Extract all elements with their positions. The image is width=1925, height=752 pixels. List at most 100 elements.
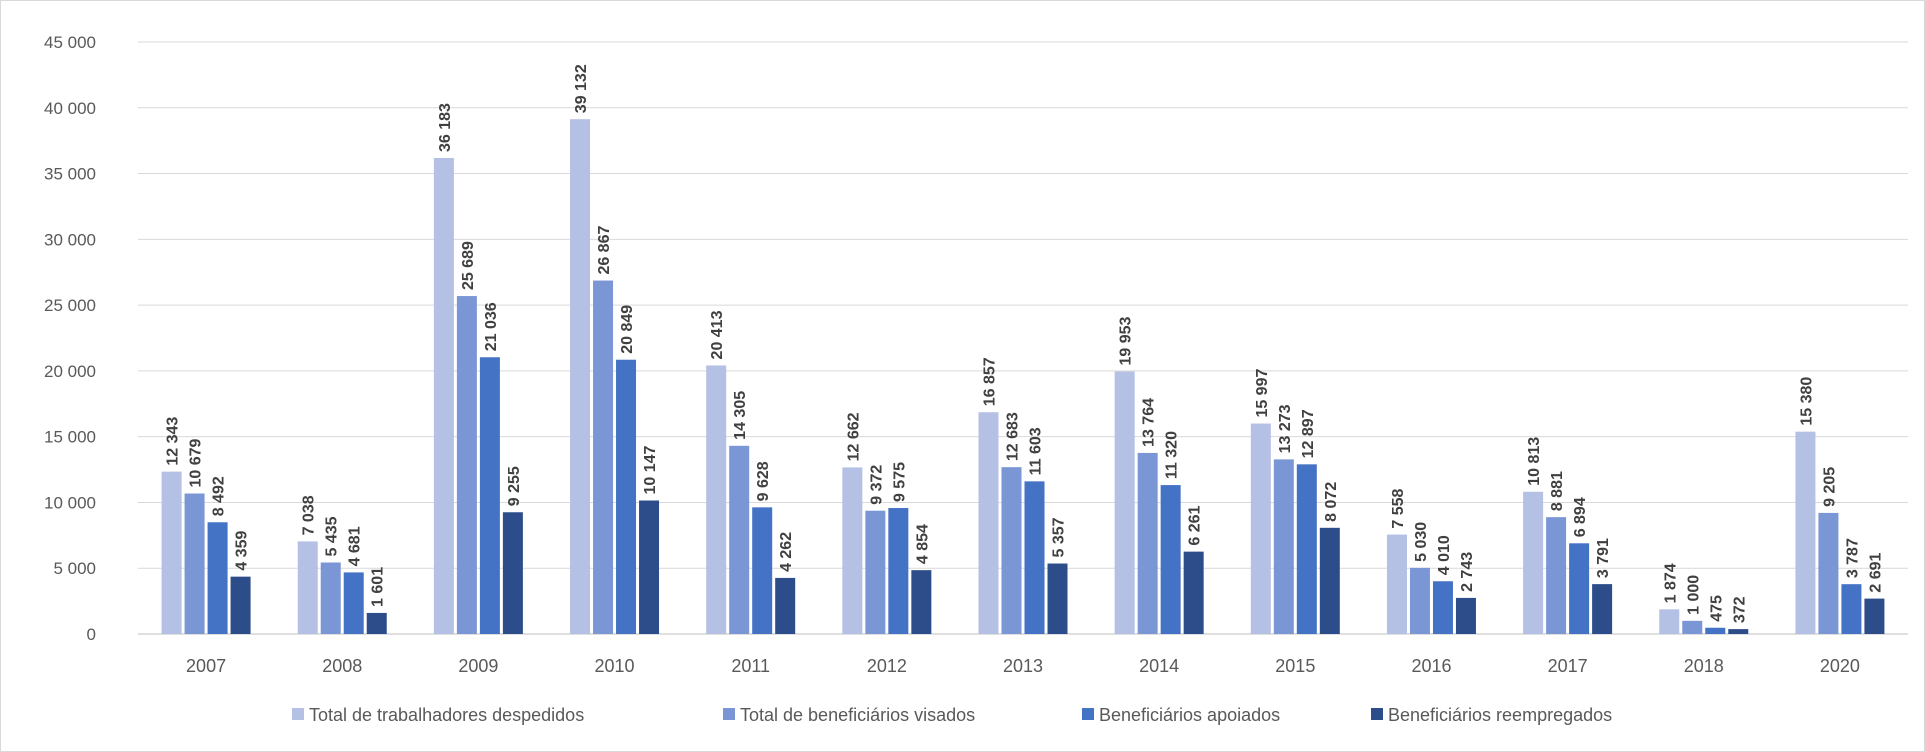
legend-label: Total de trabalhadores despedidos [309,705,584,725]
bar [479,357,500,634]
bar [865,510,886,634]
bar [1137,452,1158,634]
y-tick-label: 45 000 [44,33,96,52]
data-label: 11 320 [1164,431,1181,479]
bar [207,522,228,634]
data-label: 11 603 [1028,427,1045,475]
legend-label: Total de beneficiários visados [740,705,975,725]
data-label: 1 000 [1685,575,1702,615]
x-tick-label: 2016 [1411,656,1451,676]
bar [1296,464,1317,634]
data-label: 5 435 [324,516,341,556]
data-label: 4 854 [914,524,931,564]
data-label: 9 255 [506,466,523,506]
legend: Total de trabalhadores despedidos Total d… [292,705,1612,725]
bar [729,445,750,634]
bar [1455,597,1476,634]
legend-swatch [723,708,735,720]
data-label: 9 575 [891,462,908,502]
x-tick-label: 2008 [322,656,362,676]
data-label: 15 997 [1254,369,1271,418]
x-tick-label: 2020 [1820,656,1860,676]
bar [616,359,637,634]
x-tick-label: 2010 [595,656,635,676]
data-label: 21 036 [483,302,500,351]
data-label: 12 897 [1300,409,1317,458]
data-label: 9 628 [755,461,772,501]
data-label: 12 662 [845,412,862,461]
x-tick-label: 2013 [1003,656,1043,676]
data-label: 15 380 [1798,377,1815,426]
x-tick-label: 2009 [458,656,498,676]
data-label: 1 874 [1662,563,1679,603]
data-label: 12 683 [1005,412,1022,461]
bar [1409,567,1430,634]
y-tick-label: 10 000 [44,493,96,512]
bar [978,412,999,634]
data-label: 13 273 [1277,404,1294,453]
data-label: 2 691 [1867,552,1884,592]
legend-swatch [1371,708,1383,720]
bar [230,576,251,634]
data-label: 7 558 [1390,488,1407,528]
bar [1160,485,1181,634]
bar [320,562,341,634]
bar [1047,563,1068,634]
data-label: 5 030 [1413,522,1430,562]
y-tick-label: 30 000 [44,230,96,249]
x-tick-label: 2007 [186,656,226,676]
data-label: 10 147 [642,445,659,494]
bar [1250,423,1271,634]
data-label: 10 813 [1526,437,1543,486]
bar [1114,371,1135,634]
bar [1818,512,1839,634]
bar [1386,534,1407,634]
data-label: 19 953 [1118,316,1135,365]
data-label: 4 262 [778,532,795,572]
bar [1001,467,1022,634]
x-tick-label: 2017 [1548,656,1588,676]
x-tick-label: 2018 [1684,656,1724,676]
y-tick-label: 5 000 [53,559,96,578]
x-tick-label: 2014 [1139,656,1179,676]
data-labels: 12 343 10 679 8 492 4 359 7 038 5 435 4 681 1 6… [165,64,1885,623]
y-tick-label: 40 000 [44,99,96,118]
bar [888,508,909,634]
data-label: 7 038 [301,495,318,535]
bar [1795,431,1816,634]
y-axis-ticks: 0 5 000 10 000 15 000 20 000 25 000 30 000 35 0… [44,33,96,644]
bar [593,280,614,634]
bar [1569,543,1590,634]
data-label: 26 867 [596,226,613,275]
data-label: 1 601 [370,567,387,607]
data-label: 13 764 [1141,398,1158,447]
bar [570,119,591,635]
bar [1705,627,1726,634]
data-label: 9 372 [868,465,885,505]
data-label: 9 205 [1821,467,1838,507]
data-label: 36 183 [437,103,454,152]
bar [366,612,387,634]
x-axis-ticks: 2007 2008 2009 2010 2011 2012 2013 2014 2015 2016… [186,656,1860,676]
data-label: 12 343 [165,417,182,466]
bar [1024,481,1045,634]
bar [502,512,523,634]
data-label: 6 894 [1572,497,1589,537]
bar [1728,629,1749,634]
bar [1273,459,1294,634]
y-tick-label: 25 000 [44,296,96,315]
bar [706,365,727,634]
y-tick-label: 0 [87,625,96,644]
data-label: 2 743 [1459,552,1476,592]
data-label: 14 305 [732,391,749,440]
bar [1319,527,1340,634]
bar [1546,517,1567,634]
y-tick-label: 20 000 [44,362,96,381]
bar [1864,598,1885,634]
bar [297,541,318,634]
data-label: 5 357 [1051,517,1068,557]
x-tick-label: 2012 [867,656,907,676]
bar [752,507,773,634]
